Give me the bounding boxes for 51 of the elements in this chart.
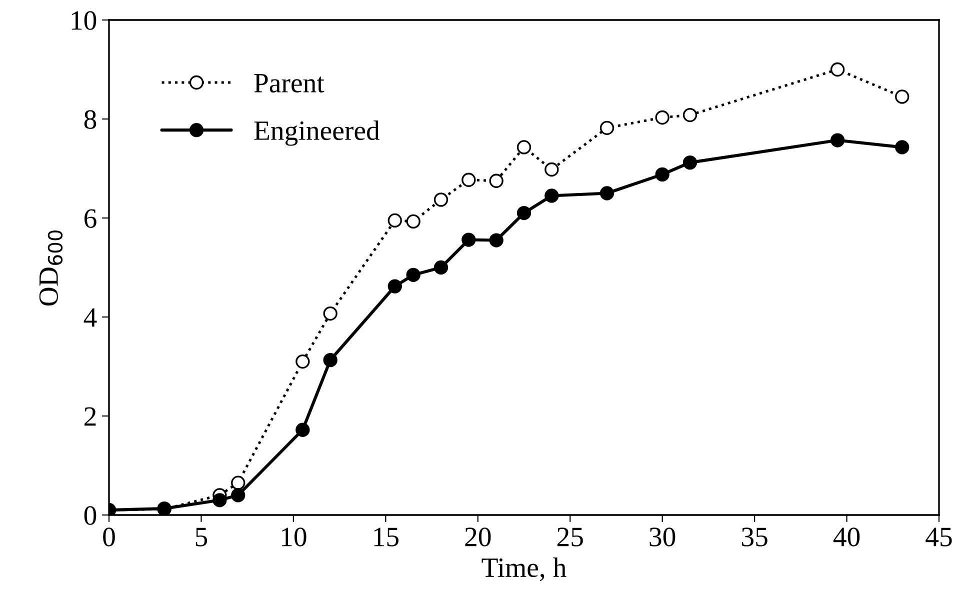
- point: [388, 213, 402, 228]
- y-tick-label: 2: [84, 407, 96, 426]
- x-axis-title: Time, h: [482, 558, 566, 582]
- x-tick-label: 25: [557, 528, 583, 546]
- point: [830, 133, 845, 148]
- point: [231, 488, 246, 502]
- point: [544, 188, 559, 203]
- point: [655, 167, 670, 182]
- point: [544, 162, 559, 177]
- point: [516, 140, 532, 154]
- y-tick-label: 4: [84, 308, 97, 327]
- x-tick-label: 5: [196, 528, 208, 546]
- point: [462, 172, 476, 187]
- point: [434, 192, 448, 207]
- x-tick-label: 15: [374, 528, 398, 546]
- legend-label: Engineered: [254, 120, 380, 146]
- point: [682, 155, 698, 170]
- point: [296, 354, 310, 369]
- point: [600, 120, 614, 135]
- x-tick-label: 40: [833, 528, 860, 546]
- y-axis-title: OD$_{600}$: [39, 230, 63, 306]
- x-tick-label: 20: [465, 528, 491, 546]
- point: [323, 352, 338, 368]
- point: [489, 233, 504, 248]
- y-tick-label: 10: [72, 11, 96, 30]
- point: [655, 110, 670, 125]
- point: [830, 62, 845, 77]
- point: [323, 306, 338, 321]
- point: [434, 260, 448, 275]
- y-tick-label: 6: [84, 209, 96, 228]
- y-tick-label: 0: [84, 506, 96, 525]
- x-tick-label: 45: [926, 528, 952, 546]
- point: [489, 174, 504, 188]
- x-tick-label: 10: [282, 528, 306, 546]
- x-tick-label: 0: [103, 528, 115, 546]
- point: [296, 422, 310, 437]
- point: [406, 214, 420, 229]
- point: [600, 186, 614, 200]
- legend-label: Parent: [254, 74, 324, 92]
- x-tick-label: 30: [650, 528, 676, 546]
- point: [682, 108, 698, 122]
- x-tick-label: 35: [742, 528, 768, 546]
- y-tick-label: 8: [84, 110, 96, 129]
- point: [895, 90, 910, 104]
- point: [895, 140, 910, 154]
- point: [231, 476, 246, 490]
- point: [212, 493, 227, 508]
- point: [516, 206, 532, 220]
- point: [462, 232, 476, 247]
- point: [388, 279, 402, 294]
- point: [406, 268, 420, 282]
